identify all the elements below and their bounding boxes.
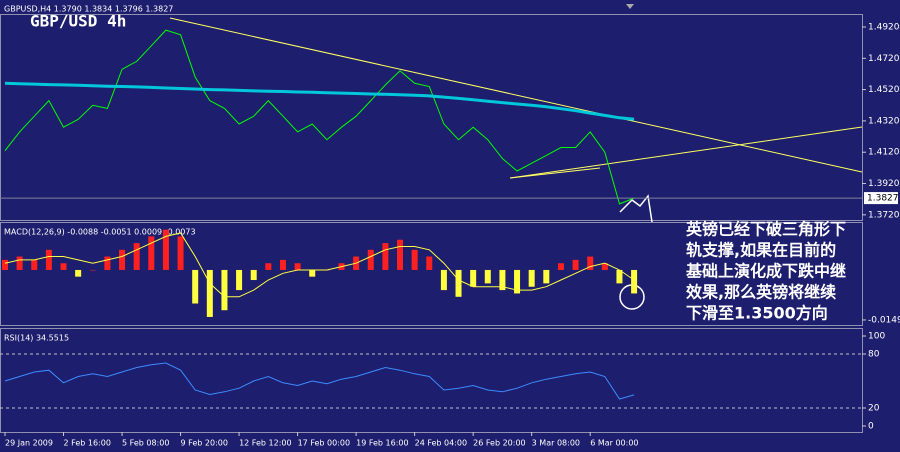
histogram-bar [206,269,213,317]
series-line [4,362,635,400]
histogram-bar [2,259,8,270]
histogram-bar [250,269,257,281]
histogram-bar [631,269,638,294]
histogram-bar [279,259,286,270]
annotation: 下滑至1.3500方向 [686,304,828,323]
y-tick-label: 1.4920 [868,22,900,32]
histogram-bar [16,256,23,270]
annotation: 轨支撑,如果在目前的 [686,241,836,260]
price-panel [0,14,863,221]
histogram-bar [499,269,506,291]
histogram-bar [426,256,433,270]
histogram-bar [119,249,126,270]
series-line [4,232,635,298]
x-tick-label: 12 Feb 12:00 [239,439,291,448]
histogram-bar [470,269,477,287]
chart-title: GBP/USD 4h [30,12,126,31]
histogram-bar [543,269,550,284]
y-tick-label: 80 [868,350,880,360]
histogram-bar [148,236,155,270]
y-tick-label: 0 [868,422,874,432]
x-tick-label: 29 Jan 2009 [5,439,53,448]
y-tick-label: 100 [868,332,885,342]
histogram-bar [89,269,96,271]
y-tick-label: 1.3920 [868,179,900,189]
x-tick-label: 9 Feb 20:00 [181,439,228,448]
x-tick-label: 24 Feb 04:00 [415,439,467,448]
histogram-bar [31,259,38,270]
macd-label: MACD(12,26,9) -0.0088 -0.0051 0.0009 -0.… [4,228,196,237]
histogram-bar [484,269,491,284]
histogram-bar [236,269,243,291]
x-tick-label: 3 Mar 08:00 [532,439,580,448]
histogram-bar [60,263,67,270]
y-tick-label: 1.4520 [868,85,900,95]
x-tick-label: 2 Feb 16:00 [64,439,111,448]
annotation: 英镑已经下破三角形下 [685,220,846,239]
histogram-bar [397,239,404,270]
histogram-bar [514,269,521,294]
x-tick-label: 17 Feb 00:00 [298,439,350,448]
histogram-bar [572,259,579,270]
trend-line [509,167,601,179]
histogram-bar [411,249,418,270]
trend-line [169,17,863,173]
histogram-bar [616,269,623,284]
rsi-label: RSI(14) 34.5515 [4,334,69,343]
histogram-bar [601,263,608,270]
scroll-marker [626,4,634,9]
annotation: 基础上演化成下跌中继 [685,262,846,281]
histogram-bar [192,269,199,304]
macd-panel [0,222,863,326]
last-price-label: 1.3827 [867,194,899,204]
histogram-bar [455,269,462,297]
histogram-bar [557,263,564,270]
y-tick-label: 1.4120 [868,148,900,158]
y-tick-label: 1.3720 [868,210,900,220]
histogram-bar [45,249,52,270]
symbol-header: GBPUSD,H4 1.3790 1.3834 1.3796 1.3827 [4,5,173,14]
histogram-bar [104,256,111,270]
rsi-panel [0,328,863,433]
histogram-bar [309,269,316,277]
x-tick-label: 5 Feb 08:00 [122,439,169,448]
histogram-bar [133,243,140,270]
x-tick-label: 26 Feb 20:00 [473,439,525,448]
x-tick-label: 6 Mar 00:00 [590,439,638,448]
histogram-bar [75,269,82,277]
histogram-bar [294,263,301,270]
last-price-box [864,192,898,205]
series-line [4,29,635,205]
histogram-bar [265,263,272,270]
y-tick-label: 20 [868,404,880,414]
histogram-bar [162,229,169,270]
histogram-bar [177,236,184,270]
trend-line [509,126,863,179]
histogram-bar [382,243,389,270]
annotation: 效果,那么英镑将继续 [686,283,836,302]
series-line [4,81,635,121]
histogram-bar [587,256,594,270]
y-tick-label: 1.4720 [868,54,900,64]
histogram-bar [528,269,535,287]
arrow-sketch [619,194,653,223]
y-tick-label: 1.4320 [868,116,900,126]
histogram-bar [221,269,228,311]
histogram-bar [367,249,374,270]
histogram-bar [440,269,447,291]
x-tick-label: 19 Feb 16:00 [356,439,408,448]
y-tick-label: -0.0149 [868,315,900,325]
